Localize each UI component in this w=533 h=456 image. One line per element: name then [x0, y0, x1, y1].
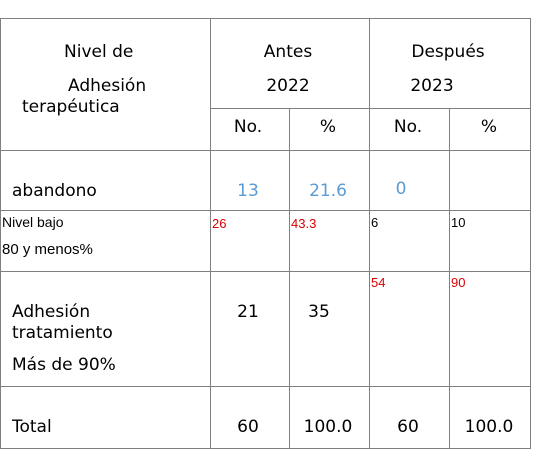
row-nivel-bajo-despues-no: 6: [371, 215, 379, 230]
rule-col4: [449, 108, 450, 449]
header-nivel-line3: terapéutica: [22, 97, 120, 117]
row-abandono-despues-no: 0: [395, 179, 407, 199]
row-total-despues-pct: 100.0: [464, 417, 514, 437]
row-abandono-label: abandono: [12, 181, 97, 201]
row-adhesion-label-line3: Más de 90%: [12, 355, 116, 375]
rule-col2: [289, 108, 290, 449]
row-adhesion-antes-no: 21: [237, 302, 259, 322]
row-nivel-bajo-label-line2: 80 y menos%: [2, 241, 93, 258]
row-total-despues-no: 60: [397, 417, 419, 437]
row-adhesion-antes-pct: 35: [308, 302, 330, 322]
row-total-antes-pct: 100.0: [303, 417, 353, 437]
header-antes-no: No.: [233, 117, 263, 137]
header-nivel-line2: Adhesión: [68, 76, 147, 96]
row-nivel-bajo-label-line1: Nivel bajo: [2, 214, 64, 230]
rule-row3: [0, 386, 531, 387]
header-antes-year: 2022: [266, 76, 310, 96]
header-antes: Antes: [263, 42, 313, 62]
header-despues-no: No.: [393, 117, 423, 137]
rule-col1: [210, 18, 211, 449]
row-nivel-bajo-antes-no: 26: [212, 216, 227, 231]
header-despues: Después: [411, 42, 485, 62]
rule-top: [0, 18, 531, 19]
row-abandono-antes-pct: 21.6: [309, 181, 347, 201]
row-adhesion-despues-no: 54: [371, 275, 386, 290]
row-adhesion-label-line2: tratamiento: [12, 323, 113, 343]
header-despues-year: 2023: [410, 76, 454, 96]
rule-row1: [0, 210, 531, 211]
rule-row2: [0, 271, 531, 272]
header-antes-pct: %: [319, 117, 337, 137]
rule-col3: [369, 18, 370, 449]
row-nivel-bajo-antes-pct: 43.3: [291, 216, 317, 231]
row-abandono-antes-no: 13: [237, 181, 259, 201]
row-total-label: Total: [12, 417, 52, 437]
rule-subheader: [210, 108, 531, 109]
row-adhesion-label-line1: Adhesión: [12, 302, 91, 322]
header-despues-pct: %: [480, 117, 498, 137]
header-nivel-line1: Nivel de: [64, 42, 134, 62]
rule-left: [0, 18, 1, 449]
row-adhesion-despues-pct: 90: [451, 275, 466, 290]
row-total-antes-no: 60: [237, 417, 259, 437]
rule-bottom: [0, 448, 531, 449]
rule-right: [530, 18, 531, 449]
rule-header-bottom: [0, 150, 531, 151]
row-nivel-bajo-despues-pct: 10: [451, 215, 466, 230]
